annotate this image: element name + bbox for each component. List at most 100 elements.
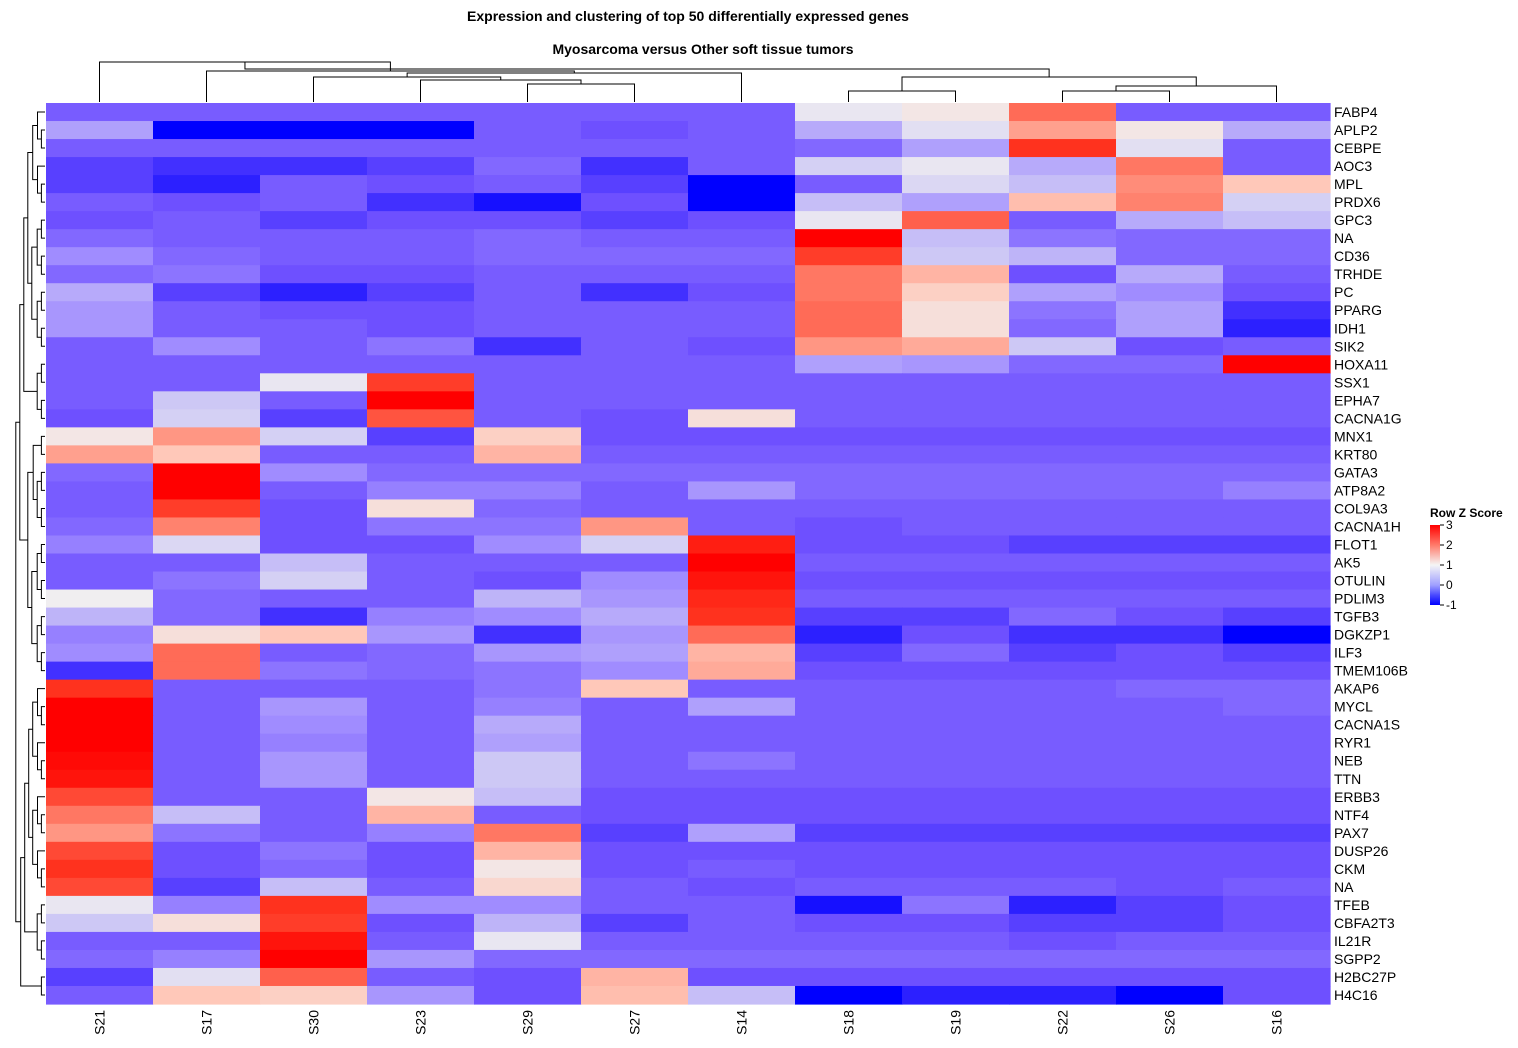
dendrogram-branch <box>36 913 42 951</box>
heatmap-cell <box>581 571 689 591</box>
heatmap-cell <box>1009 733 1117 753</box>
heatmap-cell <box>902 211 1010 230</box>
dendrogram-branch <box>36 300 42 338</box>
dendrogram-branch <box>36 553 42 591</box>
heatmap-cell <box>795 265 903 284</box>
heatmap-cell <box>795 553 903 573</box>
heatmap-cell <box>795 895 903 915</box>
heatmap-cell <box>1223 859 1331 879</box>
row-label: PAX7 <box>1334 825 1369 841</box>
heatmap-cell <box>581 769 689 789</box>
heatmap-cell <box>153 841 261 861</box>
heatmap-cell <box>902 715 1010 735</box>
heatmap-cell <box>474 967 582 987</box>
heatmap-cell <box>1223 355 1331 374</box>
heatmap-cell <box>1116 211 1224 230</box>
row-label: NA <box>1334 230 1354 246</box>
heatmap-cell <box>1009 211 1117 230</box>
heatmap-cell <box>367 103 475 122</box>
heatmap-cell <box>581 985 689 1005</box>
heatmap-cell <box>795 733 903 753</box>
heatmap-cell <box>902 589 1010 609</box>
row-label: FLOT1 <box>1334 537 1378 553</box>
heatmap-cell <box>1116 193 1224 212</box>
row-label: IL21R <box>1334 933 1371 949</box>
heatmap-cell <box>153 697 261 717</box>
heatmap-cell <box>474 517 582 537</box>
heatmap-cell <box>367 769 475 789</box>
legend-tick-label: 1 <box>1446 558 1453 572</box>
heatmap-cell <box>1223 913 1331 933</box>
heatmap-cell <box>1009 337 1117 356</box>
heatmap-cell <box>367 877 475 897</box>
heatmap-cell <box>795 967 903 987</box>
heatmap-cell <box>260 499 368 519</box>
heatmap-cell <box>688 229 796 248</box>
column-label: S16 <box>1269 1010 1285 1035</box>
heatmap-cell <box>1116 499 1224 519</box>
row-label: SIK2 <box>1334 338 1365 354</box>
heatmap-cell <box>153 193 261 212</box>
heatmap-cell <box>1009 121 1117 140</box>
heatmap-cell <box>1116 643 1224 663</box>
heatmap-cell <box>1116 805 1224 825</box>
dendrogram-branch <box>40 580 45 600</box>
heatmap-cell <box>46 355 154 374</box>
heatmap-cell <box>367 805 475 825</box>
heatmap-cell <box>474 103 582 122</box>
heatmap-cell <box>581 787 689 807</box>
heatmap-cell <box>367 553 475 573</box>
heatmap-cell <box>1009 463 1117 483</box>
row-label: AKAP6 <box>1334 681 1379 697</box>
heatmap-cell <box>1009 553 1117 573</box>
heatmap-cell <box>581 895 689 915</box>
heatmap-cell <box>795 607 903 627</box>
heatmap-cell <box>581 211 689 230</box>
heatmap-cell <box>1223 877 1331 897</box>
heatmap-cell <box>153 409 261 428</box>
heatmap-cell <box>1009 265 1117 284</box>
heatmap-cell <box>153 553 261 573</box>
row-label: PDLIM3 <box>1334 591 1385 607</box>
heatmap-cell <box>581 733 689 753</box>
heatmap-cell <box>1009 697 1117 717</box>
heatmap-cell <box>46 841 154 861</box>
dendrogram-branch <box>20 857 42 987</box>
heatmap-cell <box>474 625 582 645</box>
heatmap-cell <box>367 301 475 320</box>
heatmap-cell <box>260 301 368 320</box>
heatmap-cell <box>1009 535 1117 555</box>
heatmap-cell <box>1009 877 1117 897</box>
heatmap-cell <box>581 679 689 699</box>
heatmap-cell <box>46 409 154 428</box>
heatmap-cell <box>902 679 1010 699</box>
heatmap-cell <box>153 625 261 645</box>
heatmap-cell <box>688 625 796 645</box>
heatmap-cell <box>260 139 368 158</box>
row-dendrogram <box>15 111 45 996</box>
heatmap-cell <box>1116 103 1224 122</box>
heatmap-cell <box>795 985 903 1005</box>
heatmap-cell <box>153 733 261 753</box>
heatmap-cell <box>1116 697 1224 717</box>
heatmap-cell <box>46 643 154 663</box>
heatmap-cell <box>260 823 368 843</box>
column-dendrogram <box>99 61 1277 102</box>
heatmap-cell <box>1223 463 1331 483</box>
row-label: FABP4 <box>1334 104 1378 120</box>
heatmap-cell <box>581 643 689 663</box>
heatmap-cell <box>795 787 903 807</box>
column-label: S21 <box>92 1010 108 1035</box>
heatmap-cell <box>1116 301 1224 320</box>
column-label: S23 <box>413 1010 429 1035</box>
heatmap-cell <box>153 517 261 537</box>
heatmap-cell <box>1116 625 1224 645</box>
heatmap-cell <box>1223 103 1331 122</box>
heatmap-cell <box>1223 805 1331 825</box>
heatmap-cell <box>1223 427 1331 446</box>
heatmap-cell <box>46 535 154 555</box>
row-label: TGFB3 <box>1334 609 1379 625</box>
heatmap-cell <box>474 463 582 483</box>
heatmap-cell <box>474 571 582 591</box>
